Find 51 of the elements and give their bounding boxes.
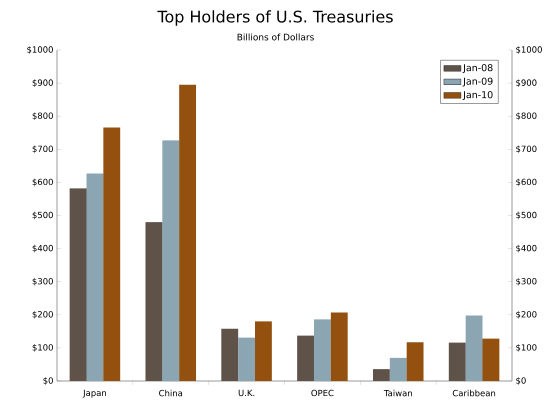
y2-tick-label: $0 xyxy=(516,377,526,385)
bar xyxy=(162,140,180,381)
bar xyxy=(238,338,256,381)
bar xyxy=(221,328,238,381)
y-tick-label: $700 xyxy=(32,145,53,154)
bar xyxy=(406,342,424,381)
legend-label: Jan-09 xyxy=(462,78,493,87)
bar xyxy=(390,358,407,381)
y2-tick-label: $800 xyxy=(516,112,537,120)
y2-tick-label: $900 xyxy=(516,79,537,87)
y-tick-label: $200 xyxy=(32,310,53,319)
bar xyxy=(314,319,331,381)
y2-tick-label: $100 xyxy=(516,344,537,352)
legend-label: Jan-10 xyxy=(462,91,493,100)
legend-label: Jan-08 xyxy=(462,64,493,74)
bar xyxy=(103,127,120,381)
y-tick-label: $0 xyxy=(43,377,53,385)
y2-tick-label: $300 xyxy=(516,278,537,286)
bar xyxy=(372,369,390,381)
x-tick-label: Caribbean xyxy=(452,390,496,396)
bar xyxy=(86,173,104,381)
y2-tick-label: $400 xyxy=(516,244,537,252)
y-tick-label: $900 xyxy=(32,79,53,87)
x-tick-label: Japan xyxy=(82,390,106,398)
y-tick-label: $800 xyxy=(32,112,53,120)
y-tick-label: $100 xyxy=(32,344,53,352)
y-tick-label: $300 xyxy=(32,278,53,286)
bar xyxy=(466,315,483,381)
y-tick-label: $500 xyxy=(32,212,53,220)
y2-tick-label: $200 xyxy=(516,310,537,319)
bar xyxy=(297,336,314,381)
x-tick-label: China xyxy=(159,390,182,396)
x-tick-label: OPEC xyxy=(311,390,334,396)
y2-tick-label: $600 xyxy=(516,178,537,186)
y-tick-label: $400 xyxy=(32,244,53,252)
chart-title: Top Holders of U.S. Treasuries xyxy=(157,10,393,26)
bar xyxy=(482,338,500,381)
y-tick-label: $600 xyxy=(32,178,53,186)
x-tick-label: U.K. xyxy=(238,390,254,396)
bar xyxy=(448,342,466,381)
bar xyxy=(330,312,348,381)
x-tick-label: Taiwan xyxy=(384,390,412,396)
y-tick-label: $1000 xyxy=(27,46,53,54)
bar xyxy=(255,321,272,381)
y2-tick-label: $700 xyxy=(516,145,537,154)
y2-tick-label: $500 xyxy=(516,212,537,220)
bar xyxy=(145,222,162,381)
chart-subtitle: Billions of Dollars xyxy=(238,34,314,40)
y2-tick-label: $1000 xyxy=(516,46,542,54)
bar xyxy=(179,84,196,381)
bar xyxy=(70,188,86,381)
